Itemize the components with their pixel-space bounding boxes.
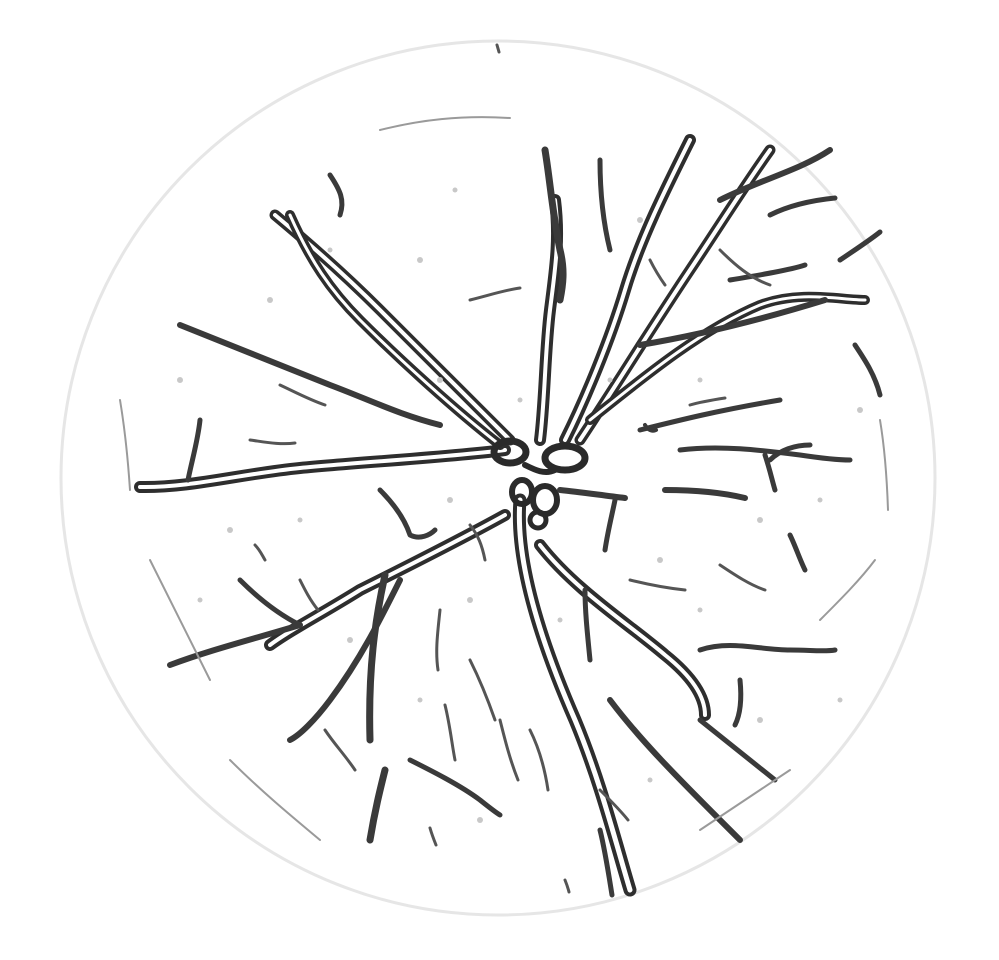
thin-vessels xyxy=(248,43,772,894)
faint-traces xyxy=(119,116,889,841)
fundus-field-edge xyxy=(59,39,937,917)
major-vessels xyxy=(134,134,870,897)
optic-disc xyxy=(490,437,589,531)
medium-vessels xyxy=(167,146,883,898)
speckles xyxy=(177,187,863,823)
